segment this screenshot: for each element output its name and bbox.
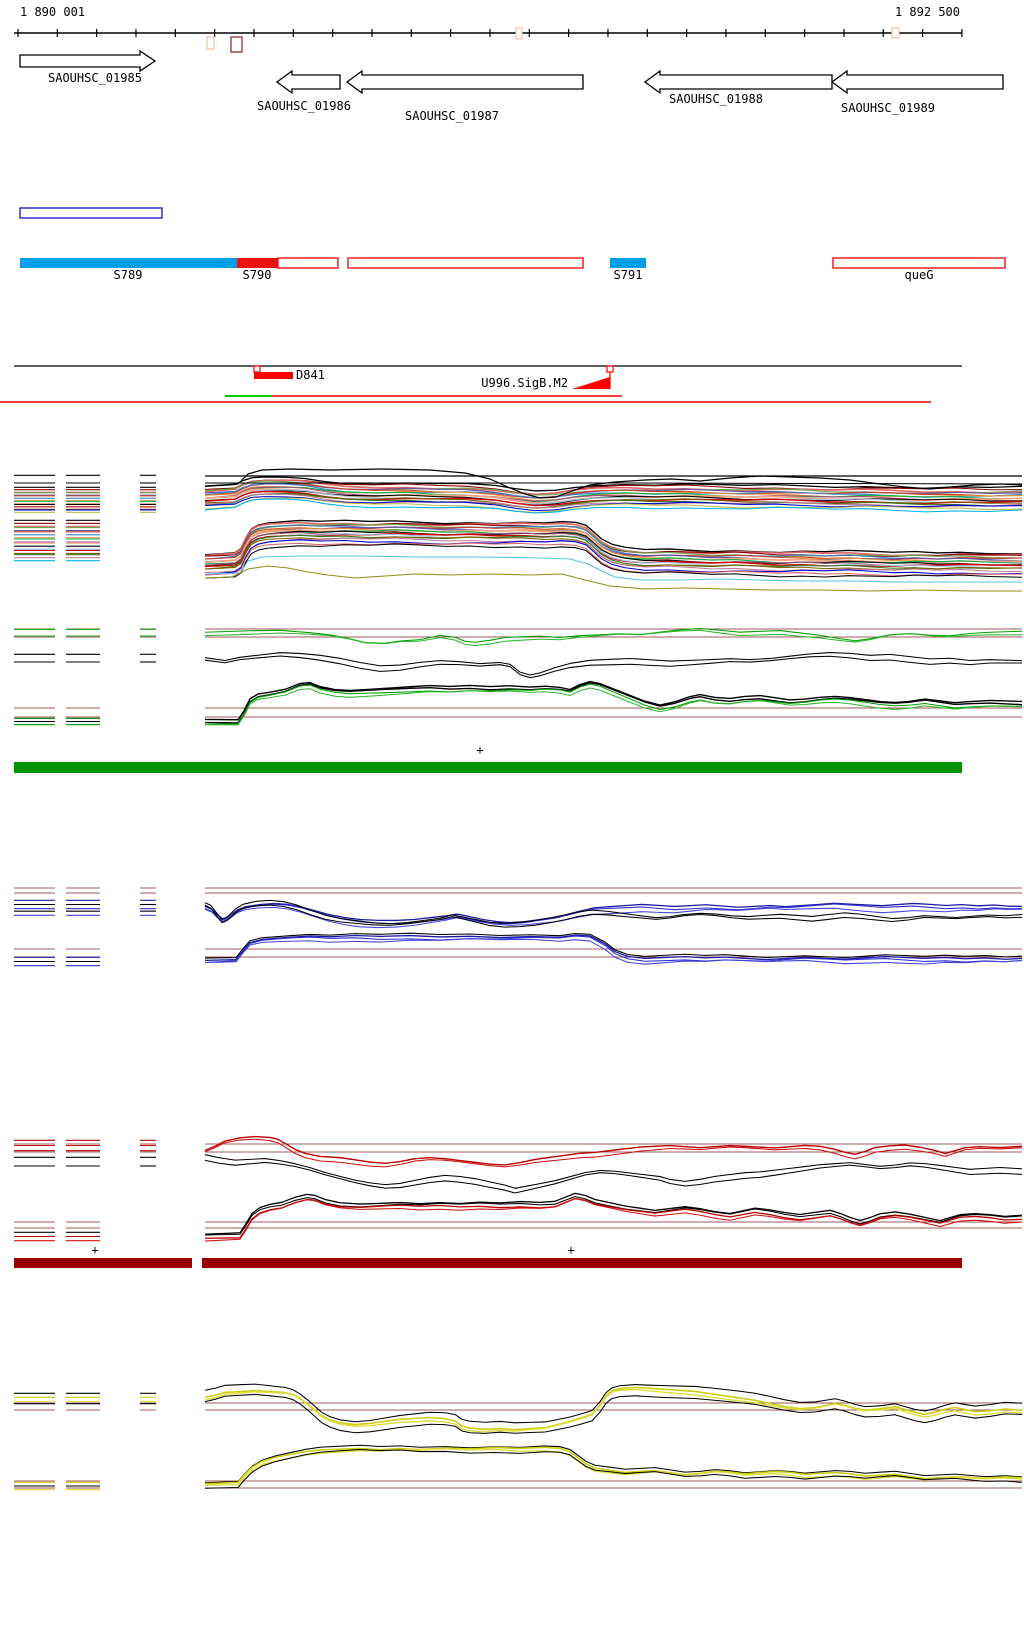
- segment-bar-s789[interactable]: [20, 258, 237, 268]
- gene-arrow-saouhsc_01987[interactable]: [345, 69, 584, 95]
- plus-mark-maroon-left[interactable]: +: [91, 1243, 99, 1257]
- segment-label-s790: S790: [242, 268, 272, 282]
- signal-line: [204, 497, 1023, 514]
- signal-line: [204, 682, 1023, 724]
- signal-line: [204, 479, 1023, 496]
- signal-line: [204, 543, 1023, 579]
- signal-line: [204, 629, 1023, 647]
- feature-label-d841: D841: [296, 368, 325, 382]
- feature-ramp-u996[interactable]: [572, 377, 610, 389]
- signal-line: [204, 687, 1023, 726]
- signal-line: [204, 652, 1023, 676]
- signal-line: [204, 519, 1023, 556]
- ruler-variant-mark[interactable]: [515, 27, 523, 40]
- gene-arrow-saouhsc_01989[interactable]: [830, 69, 1004, 95]
- signal-line: [204, 498, 1023, 514]
- gene-label-saouhsc-01986: SAOUHSC_01986: [257, 99, 351, 113]
- maroon-selection-bar-left[interactable]: [14, 1258, 192, 1268]
- ruler-variant-mark[interactable]: [206, 36, 215, 50]
- signal-line: [204, 496, 1023, 512]
- feature-flag-u996[interactable]: [606, 365, 614, 373]
- ruler-variant-mark[interactable]: [891, 27, 900, 39]
- signal-line: [204, 486, 1023, 502]
- signal-line: [204, 524, 1023, 560]
- segment-bar[interactable]: [277, 257, 339, 269]
- signal-line: [204, 539, 1023, 576]
- signal-line: [204, 534, 1023, 570]
- signal-line: [204, 532, 1023, 567]
- signal-line: [204, 1388, 1023, 1433]
- signal-line: [204, 1383, 1023, 1424]
- signal-line: [204, 680, 1023, 721]
- signal-line: [204, 903, 1023, 925]
- signal-line: [204, 1159, 1023, 1194]
- segment-label-s789: S789: [113, 268, 143, 282]
- signal-line: [204, 536, 1023, 571]
- signal-line: [204, 1448, 1023, 1486]
- ruler-start-coordinate: 1 890 001: [20, 5, 86, 19]
- feature-box-d841[interactable]: [254, 372, 293, 379]
- gene-arrow-saouhsc_01985[interactable]: [19, 49, 157, 73]
- signal-line: [204, 555, 1022, 583]
- signal-line: [204, 542, 1023, 577]
- gene-label-saouhsc-01987: SAOUHSC_01987: [405, 109, 499, 123]
- signal-line: [204, 529, 1023, 564]
- plus-mark-maroon-main[interactable]: +: [567, 1243, 575, 1257]
- segment-label-queg: queG: [904, 268, 934, 282]
- gene-arrow-saouhsc_01988[interactable]: [643, 69, 833, 95]
- green-selection-bar[interactable]: [14, 762, 962, 773]
- signal-line: [204, 489, 1023, 505]
- signal-line: [204, 1192, 1023, 1235]
- signal-line: [204, 1198, 1023, 1242]
- signal-line: [204, 655, 1023, 679]
- signal-line: [204, 1393, 1023, 1434]
- signal-line: [204, 899, 1023, 925]
- segment-bar-s790[interactable]: [237, 258, 278, 268]
- signal-line: [204, 932, 1023, 959]
- signal-line: [204, 1154, 1023, 1189]
- gene-label-saouhsc-01988: SAOUHSC_01988: [669, 92, 763, 106]
- signal-line: [204, 492, 1023, 509]
- segment-bar-s791[interactable]: [610, 258, 646, 268]
- feature-flag-d841[interactable]: [253, 365, 261, 373]
- signal-line: [204, 490, 1023, 507]
- signal-line: [204, 1446, 1023, 1485]
- signal-line: [204, 527, 1023, 564]
- signal-line: [204, 935, 1023, 964]
- segment-label-s791: S791: [613, 268, 643, 282]
- ruler-variant-mark[interactable]: [230, 36, 243, 53]
- signal-line: [204, 1448, 1023, 1489]
- signal-line: [204, 1386, 1023, 1431]
- signal-line: [204, 476, 1023, 492]
- gene-label-saouhsc-01989: SAOUHSC_01989: [841, 101, 935, 115]
- signal-line: [204, 904, 1023, 928]
- gene-arrow-saouhsc_01986[interactable]: [275, 69, 341, 95]
- region-outline-box[interactable]: [19, 207, 163, 219]
- signal-line: [204, 565, 1022, 592]
- gene-label-saouhsc-01985: SAOUHSC_01985: [48, 71, 142, 85]
- signal-line: [204, 521, 1023, 557]
- signal-line: [205, 482, 1023, 485]
- signal-line: [204, 1135, 1023, 1166]
- signal-line: [204, 1444, 1023, 1484]
- segment-bar-queg[interactable]: [832, 257, 1006, 269]
- maroon-selection-bar-main[interactable]: [202, 1258, 962, 1268]
- signal-line: [204, 683, 1023, 726]
- signal-line: [204, 1138, 1023, 1168]
- plus-mark-green-track[interactable]: +: [476, 743, 484, 757]
- signal-line: [204, 934, 1023, 962]
- signal-line: [204, 906, 1023, 929]
- feature-label-u996-sigb-m2: U996.SigB.M2: [481, 376, 568, 390]
- segment-bar[interactable]: [347, 257, 584, 269]
- ruler-end-coordinate: 1 892 500: [894, 5, 960, 19]
- signal-line: [204, 493, 1023, 509]
- signal-line: [204, 938, 1023, 965]
